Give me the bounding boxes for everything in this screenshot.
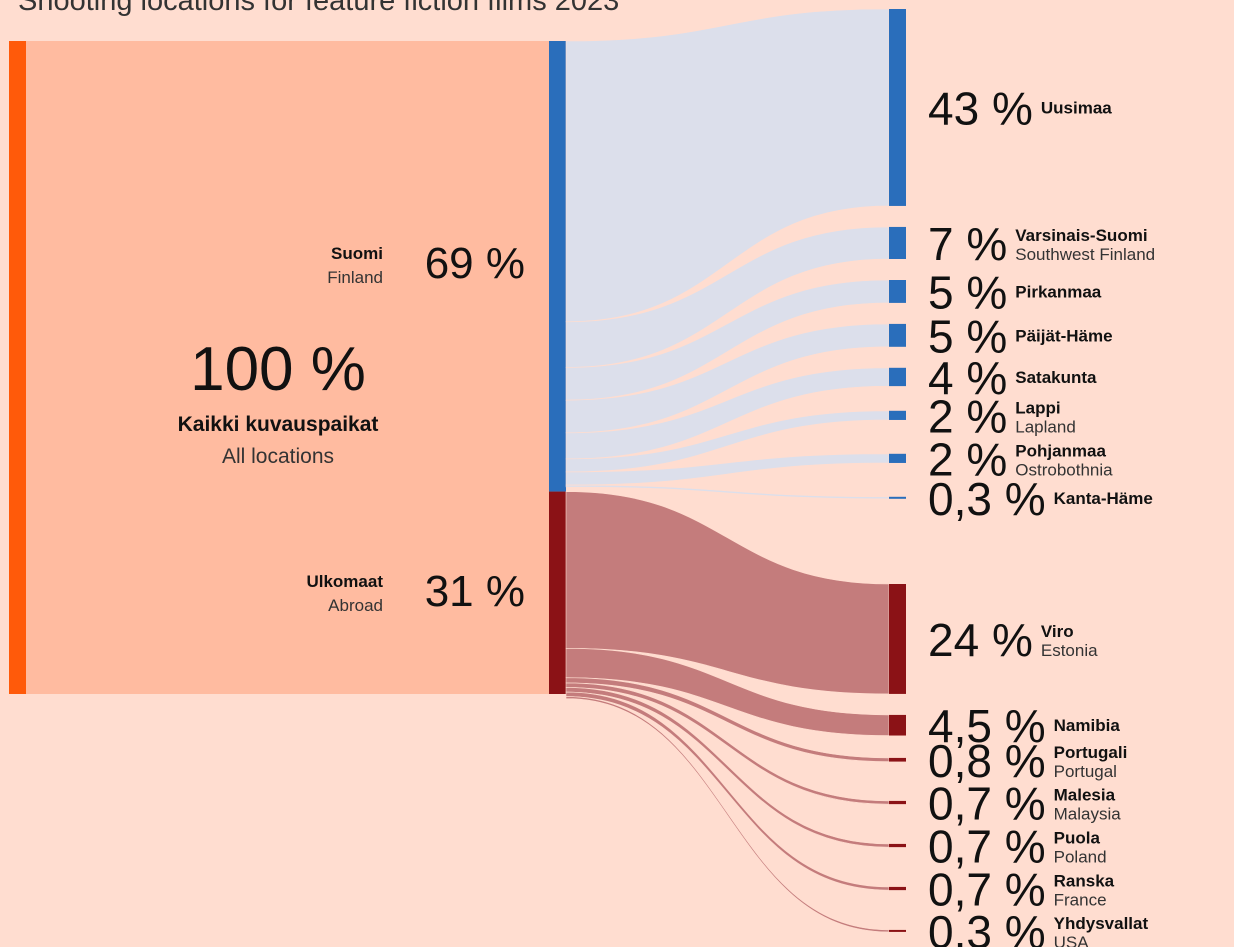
node-subname: France [1054,891,1107,910]
node-name: Ranska [1054,872,1115,891]
root-subname: All locations [222,445,334,468]
node-bar [889,280,906,303]
group-name: Suomi [331,244,383,263]
node-value: 43 % [928,82,1033,134]
group-subname: Finland [327,268,383,287]
flow [565,323,890,434]
root-name: Kaikki kuvauspaikat [178,413,379,436]
group-bar [549,41,566,492]
node-bar [889,323,906,347]
node-subname: Estonia [1041,641,1098,660]
node-bar [889,367,906,387]
node-subname: Southwest Finland [1015,245,1155,264]
flow [565,647,890,736]
node-value: 7 % [928,218,1007,270]
flow [565,687,890,848]
node-name: Päijät-Häme [1015,326,1112,345]
node-name: Varsinais-Suomi [1015,226,1147,245]
node-bar [889,886,906,891]
node-subname: Malaysia [1054,805,1122,824]
node-subname: Ostrobothnia [1015,460,1113,479]
node-bar [889,757,906,762]
node-subname: Lapland [1015,417,1076,436]
chart-title: Shooting locations for feature fiction f… [18,0,619,17]
node-name: Satakunta [1015,368,1097,387]
group-name: Ulkomaat [306,572,383,591]
node-subname: Poland [1054,848,1107,867]
node-name: Pohjanmaa [1015,441,1106,460]
node-bar [889,496,906,499]
node-value: 0,7 % [928,778,1046,830]
node-name: Uusimaa [1041,98,1112,117]
node-value: 0,3 % [928,473,1046,525]
node-value: 2 % [928,433,1007,485]
root-value: 100 % [190,335,366,404]
node-value: 4 % [928,352,1007,404]
node-bar [889,714,906,736]
node-name: Puola [1054,829,1101,848]
node-name: Lappi [1015,398,1060,417]
node-bar [889,800,906,805]
node-bar [889,929,906,932]
node-value: 2 % [928,390,1007,442]
node-name: Kanta-Häme [1054,489,1153,508]
group-value: 69 % [425,239,525,288]
node-value: 0,3 % [928,906,1046,947]
node-bar [889,226,906,259]
node-value: 4,5 % [928,700,1046,752]
root-bar [9,41,26,694]
node-bar [889,843,906,848]
node-bar [889,584,906,694]
group-bar [549,491,566,694]
node-bar [889,410,906,420]
group-subname: Abroad [328,596,383,615]
node-subname: Portugal [1054,762,1117,781]
node-name: Portugali [1054,743,1128,762]
flow [565,8,890,323]
node-bar [889,9,906,206]
node-name: Malesia [1054,786,1116,805]
group-value: 31 % [425,567,525,616]
node-subname: USA [1054,933,1090,947]
node-value: 0,8 % [928,735,1046,787]
node-bar [889,453,906,463]
node-name: Yhdysvallat [1054,914,1149,933]
node-name: Viro [1041,622,1074,641]
node-name: Namibia [1054,716,1121,735]
node-value: 24 % [928,614,1033,666]
node-value: 0,7 % [928,821,1046,873]
node-name: Pirkanmaa [1015,282,1102,301]
root-block [26,41,549,694]
node-value: 5 % [928,310,1007,362]
node-value: 5 % [928,266,1007,318]
node-value: 0,7 % [928,864,1046,916]
